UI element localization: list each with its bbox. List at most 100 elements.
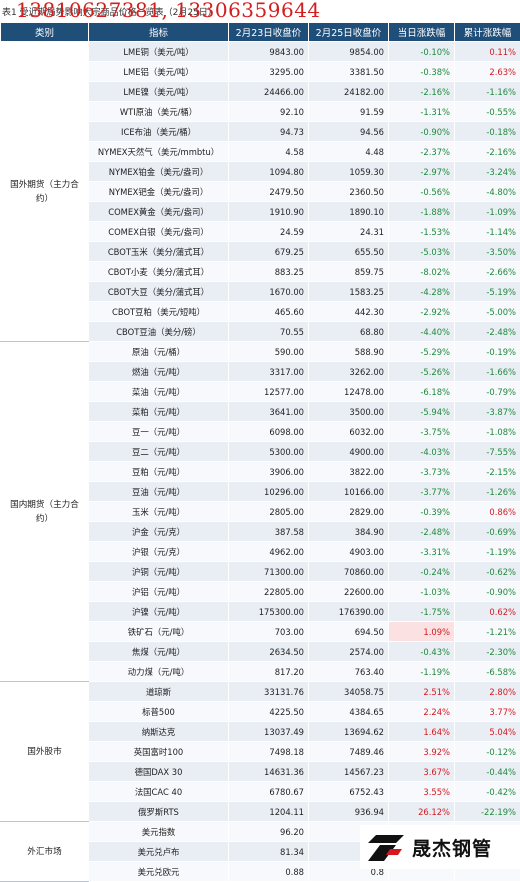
- daily-change-cell: -0.38%: [389, 62, 455, 82]
- cumulative-change-cell: -1.26%: [455, 482, 520, 502]
- cumulative-change-cell: -2.66%: [455, 262, 520, 282]
- close-feb25-cell: 176390.00: [309, 602, 389, 622]
- daily-change-cell: -4.40%: [389, 322, 455, 342]
- indicator-cell: WTI原油（美元/桶）: [89, 102, 229, 122]
- indicator-cell: 豆油（元/吨）: [89, 482, 229, 502]
- close-feb25-cell: 763.40: [309, 662, 389, 682]
- indicator-cell: 玉米（元/吨）: [89, 502, 229, 522]
- close-feb25-cell: 442.30: [309, 302, 389, 322]
- close-feb23-cell: 3641.00: [229, 402, 309, 422]
- close-feb25-cell: 694.50: [309, 622, 389, 642]
- close-feb25-cell: 1059.30: [309, 162, 389, 182]
- close-feb23-cell: 883.25: [229, 262, 309, 282]
- close-feb25-cell: 22600.00: [309, 582, 389, 602]
- close-feb23-cell: 24466.00: [229, 82, 309, 102]
- close-feb25-cell: 655.50: [309, 242, 389, 262]
- close-feb23-cell: 817.20: [229, 662, 309, 682]
- indicator-cell: CBOT豆油（美分/磅）: [89, 322, 229, 342]
- cumulative-change-cell: -2.16%: [455, 142, 520, 162]
- daily-change-cell: -0.90%: [389, 122, 455, 142]
- daily-change-cell: -3.75%: [389, 422, 455, 442]
- close-feb23-cell: 12577.00: [229, 382, 309, 402]
- close-feb25-cell: 4900.00: [309, 442, 389, 462]
- cumulative-change-cell: -1.14%: [455, 222, 520, 242]
- daily-change-cell: -3.31%: [389, 542, 455, 562]
- daily-change-cell: -2.48%: [389, 522, 455, 542]
- daily-change-cell: -8.02%: [389, 262, 455, 282]
- close-feb25-cell: 7489.46: [309, 742, 389, 762]
- indicator-cell: CBOT大豆（美分/蒲式耳）: [89, 282, 229, 302]
- close-feb25-cell: 24182.00: [309, 82, 389, 102]
- indicator-cell: 菜油（元/吨）: [89, 382, 229, 402]
- close-feb23-cell: 4962.00: [229, 542, 309, 562]
- indicator-cell: 美元兑卢布: [89, 842, 229, 862]
- close-feb23-cell: 3906.00: [229, 462, 309, 482]
- category-cell: 国外期货（主力合约）: [1, 42, 89, 342]
- indicator-cell: 豆一（元/吨）: [89, 422, 229, 442]
- indicator-cell: NYMEX天然气（美元/mmbtu）: [89, 142, 229, 162]
- daily-change-cell: -0.10%: [389, 42, 455, 62]
- indicator-cell: 焦煤（元/吨）: [89, 642, 229, 662]
- daily-change-cell: 1.64%: [389, 722, 455, 742]
- cumulative-change-cell: -1.19%: [455, 542, 520, 562]
- header-category: 类别: [1, 23, 89, 42]
- company-logo: 晟杰钢管: [360, 825, 520, 869]
- indicator-cell: 沪镍（元/吨）: [89, 602, 229, 622]
- close-feb23-cell: 4.58: [229, 142, 309, 162]
- commodity-price-table: 类别 指标 2月23日收盘价 2月25日收盘价 当日涨跌幅 累计涨跌幅 国外期货…: [0, 22, 520, 882]
- indicator-cell: 沪铝（元/吨）: [89, 582, 229, 602]
- daily-change-cell: -1.88%: [389, 202, 455, 222]
- cumulative-change-cell: -3.87%: [455, 402, 520, 422]
- close-feb23-cell: 24.59: [229, 222, 309, 242]
- cumulative-change-cell: -1.21%: [455, 622, 520, 642]
- cumulative-change-cell: -0.19%: [455, 342, 520, 362]
- close-feb25-cell: 2829.00: [309, 502, 389, 522]
- close-feb23-cell: 22805.00: [229, 582, 309, 602]
- close-feb25-cell: 1583.25: [309, 282, 389, 302]
- daily-change-cell: -3.73%: [389, 462, 455, 482]
- close-feb23-cell: 1670.00: [229, 282, 309, 302]
- logo-mark-icon: [366, 831, 406, 863]
- close-feb23-cell: 70.55: [229, 322, 309, 342]
- header-close-feb23: 2月23日收盘价: [229, 23, 309, 42]
- close-feb23-cell: 7498.18: [229, 742, 309, 762]
- close-feb23-cell: 6780.67: [229, 782, 309, 802]
- cumulative-change-cell: -0.44%: [455, 762, 520, 782]
- indicator-cell: NYMEX钯金（美元/盎司）: [89, 182, 229, 202]
- indicator-cell: 俄罗斯RTS: [89, 802, 229, 822]
- daily-change-cell: -6.18%: [389, 382, 455, 402]
- daily-change-cell: -5.03%: [389, 242, 455, 262]
- close-feb23-cell: 175300.00: [229, 602, 309, 622]
- phone-number-overlay: 13810627381, 13306359644: [16, 0, 321, 22]
- cumulative-change-cell: 0.86%: [455, 502, 520, 522]
- indicator-cell: CBOT玉米（美分/蒲式耳）: [89, 242, 229, 262]
- cumulative-change-cell: -2.15%: [455, 462, 520, 482]
- close-feb25-cell: 94.56: [309, 122, 389, 142]
- close-feb23-cell: 6098.00: [229, 422, 309, 442]
- indicator-cell: 美元兑欧元: [89, 862, 229, 882]
- cumulative-change-cell: 2.80%: [455, 682, 520, 702]
- cumulative-change-cell: -1.09%: [455, 202, 520, 222]
- indicator-cell: NYMEX铂金（美元/盎司）: [89, 162, 229, 182]
- indicator-cell: 菜粕（元/吨）: [89, 402, 229, 422]
- close-feb25-cell: 3262.00: [309, 362, 389, 382]
- indicator-cell: 铁矿石（元/吨）: [89, 622, 229, 642]
- cumulative-change-cell: -0.69%: [455, 522, 520, 542]
- close-feb25-cell: 13694.62: [309, 722, 389, 742]
- cumulative-change-cell: -5.19%: [455, 282, 520, 302]
- close-feb25-cell: 6752.43: [309, 782, 389, 802]
- close-feb23-cell: 10296.00: [229, 482, 309, 502]
- indicator-cell: ICE布油（美元/桶）: [89, 122, 229, 142]
- daily-change-cell: -1.53%: [389, 222, 455, 242]
- table-caption: 表1 受近期局势影响大宗商品价格一览表（2月25日） 13810627381, …: [0, 0, 520, 22]
- indicator-cell: 动力煤（元/吨）: [89, 662, 229, 682]
- daily-change-cell: -1.03%: [389, 582, 455, 602]
- close-feb23-cell: 1094.80: [229, 162, 309, 182]
- close-feb23-cell: 96.20: [229, 822, 309, 842]
- close-feb23-cell: 2479.50: [229, 182, 309, 202]
- cumulative-change-cell: -0.90%: [455, 582, 520, 602]
- indicator-cell: COMEX黄金（美元/盎司）: [89, 202, 229, 222]
- indicator-cell: 沪金（元/克）: [89, 522, 229, 542]
